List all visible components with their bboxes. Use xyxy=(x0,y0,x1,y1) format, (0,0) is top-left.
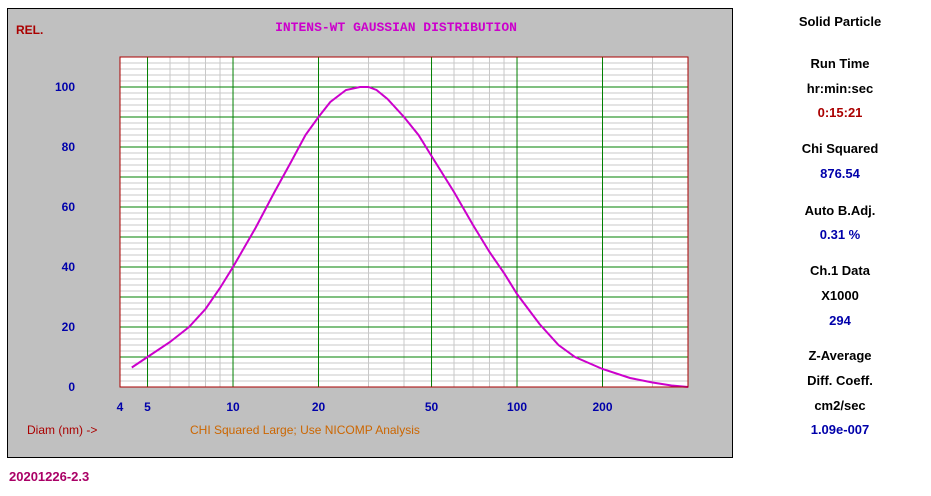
z-average-label: Z-Average xyxy=(808,348,872,363)
plot-frame xyxy=(119,56,689,388)
grid-minor-x xyxy=(169,57,654,387)
run-time-value: 0:15:21 xyxy=(817,105,863,120)
mode-label: Solid Particle xyxy=(798,14,882,29)
ch1-multiplier: X1000 xyxy=(821,288,859,303)
y-tick-label: 40 xyxy=(62,260,76,274)
x-tick-labels: 4 5 10 20 50 100 200 xyxy=(117,400,613,414)
diff-coeff-label: Diff. Coeff. xyxy=(807,373,873,388)
chart-svg: INTENS-WT GAUSSIAN DISTRIBUTION REL. 0 20… xyxy=(16,20,689,437)
analysis-message: CHI Squared Large; Use NICOMP Analysis xyxy=(190,423,420,437)
x-tick-label: 100 xyxy=(507,400,527,414)
y-axis-label: REL. xyxy=(16,23,43,37)
y-tick-labels: 0 20 40 60 80 100 xyxy=(55,80,75,394)
ch1-data-value: 294 xyxy=(829,313,851,328)
ch1-data-label: Ch.1 Data xyxy=(810,263,870,278)
diff-coeff-units: cm2/sec xyxy=(814,398,866,413)
diff-coeff-value: 1.09e-007 xyxy=(810,422,870,437)
chart-panel: INTENS-WT GAUSSIAN DISTRIBUTION REL. 0 20… xyxy=(7,8,733,458)
run-time-label: Run Time xyxy=(810,56,870,71)
x-tick-label: 50 xyxy=(425,400,439,414)
x-tick-label: 10 xyxy=(226,400,240,414)
run-time-units: hr:min:sec xyxy=(806,81,874,96)
x-axis-label: Diam (nm) -> xyxy=(27,423,97,437)
x-tick-label: 4 xyxy=(117,400,124,414)
auto-baseline-label: Auto B.Adj. xyxy=(804,203,876,218)
chi-squared-value: 876.54 xyxy=(820,166,860,181)
y-tick-label: 60 xyxy=(62,200,76,214)
auto-baseline-value: 0.31 % xyxy=(819,227,861,242)
chi-squared-label: Chi Squared xyxy=(801,141,879,156)
y-tick-label: 0 xyxy=(68,380,75,394)
file-id: 20201226-2.3 xyxy=(9,469,90,484)
y-tick-label: 100 xyxy=(55,80,75,94)
x-tick-label: 20 xyxy=(312,400,326,414)
distribution-curve xyxy=(131,86,689,388)
y-tick-label: 80 xyxy=(62,140,76,154)
x-tick-label: 5 xyxy=(144,400,151,414)
chart-title: INTENS-WT GAUSSIAN DISTRIBUTION xyxy=(275,20,517,35)
y-tick-label: 20 xyxy=(62,320,76,334)
x-tick-label: 200 xyxy=(592,400,612,414)
